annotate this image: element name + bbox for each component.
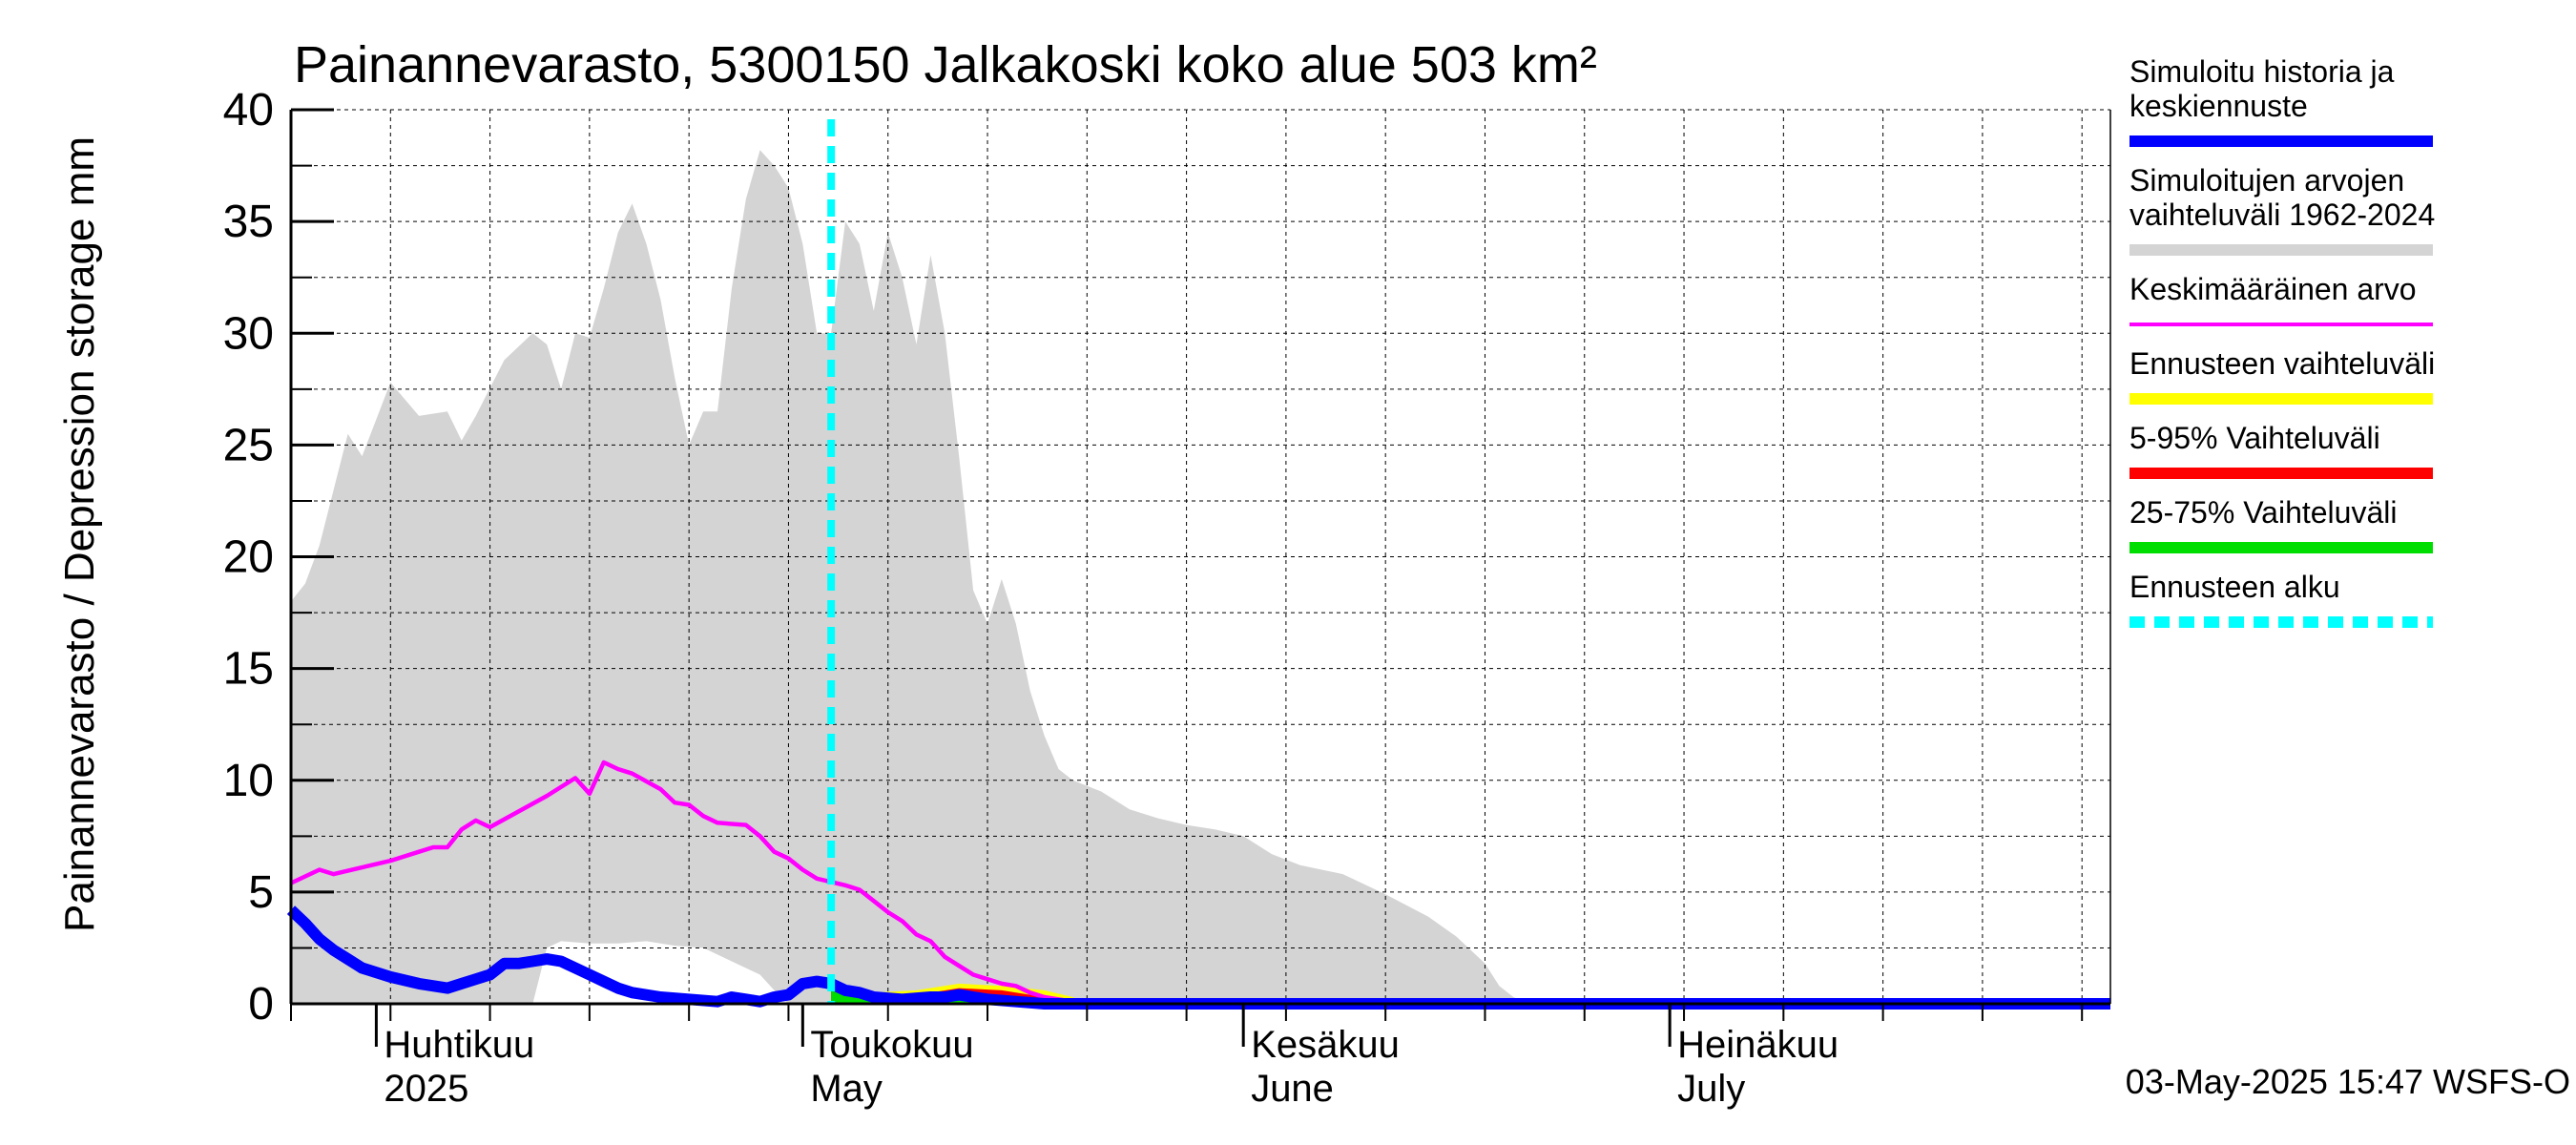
y-tick-label: 30 — [223, 308, 274, 359]
chart-title: Painannevarasto, 5300150 Jalkakoski koko… — [294, 36, 1597, 94]
forecast-band — [831, 988, 2110, 1004]
y-tick-label: 40 — [223, 85, 274, 135]
y-tick-label: 10 — [223, 756, 274, 806]
y-axis-label: Painannevarasto / Depression storage mm — [56, 136, 103, 932]
legend-label: Ennusteen vaihteluväli — [2129, 346, 2435, 381]
y-tick-label: 0 — [248, 979, 274, 1030]
y-tick-label: 15 — [223, 644, 274, 695]
x-month-sublabel: May — [810, 1068, 883, 1110]
y-tick-label: 20 — [223, 532, 274, 583]
x-month-label: Heinäkuu — [1677, 1024, 1839, 1066]
legend-label: Simuloitu historia ja — [2129, 54, 2395, 89]
x-month-sublabel: July — [1677, 1068, 1745, 1110]
range-band — [291, 150, 2110, 1004]
legend-label: keskiennuste — [2129, 89, 2308, 123]
x-month-label: Huhtikuu — [384, 1024, 534, 1066]
y-tick-label: 5 — [248, 867, 274, 918]
legend-label: Ennusteen alku — [2129, 570, 2340, 604]
plot-area: 0510152025303540Huhtikuu2025ToukokuuMayK… — [223, 85, 2111, 1110]
legend-label: Simuloitujen arvojen — [2129, 163, 2404, 198]
legend-label: 5-95% Vaihteluväli — [2129, 421, 2380, 455]
simulated-history-line — [286, 906, 2110, 1010]
legend-label: vaihteluväli 1962-2024 — [2129, 198, 2435, 232]
y-tick-label: 35 — [223, 197, 274, 247]
mean-value-line — [290, 760, 2110, 1007]
y-tick-label: 25 — [223, 420, 274, 470]
x-month-label: Toukokuu — [810, 1024, 973, 1066]
x-month-sublabel: June — [1251, 1068, 1334, 1110]
timestamp-label: 03-May-2025 15:47 WSFS-O — [2126, 1062, 2570, 1101]
x-month-label: Kesäkuu — [1251, 1024, 1400, 1066]
x-month-sublabel: 2025 — [384, 1068, 468, 1110]
legend-label: Keskimääräinen arvo — [2129, 272, 2417, 306]
legend-label: 25-75% Vaihteluväli — [2129, 495, 2397, 530]
